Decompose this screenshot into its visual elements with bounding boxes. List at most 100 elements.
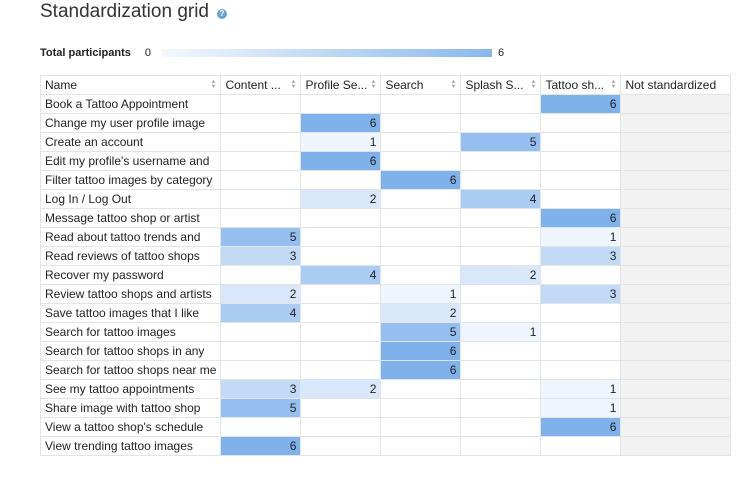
row-name-cell: Read reviews of tattoo shops (39, 246, 222, 266)
value-cell-profile-settings (300, 360, 382, 380)
table-row: Read about tattoo trends and 5 1 (39, 227, 732, 247)
value-cell-content (220, 189, 302, 209)
value-cell-not-standardized (620, 170, 732, 190)
value-cell-content (220, 170, 302, 190)
row-name-cell: Edit my profile's username and (39, 151, 222, 171)
value-cell-tattoo-shop (540, 132, 622, 152)
value-cell-profile-settings (300, 303, 382, 323)
table-row: Search for tattoo shops in any 6 (39, 341, 732, 361)
column-header-label: Not standardized (625, 78, 717, 92)
table-row: Read reviews of tattoo shops 3 3 (39, 246, 732, 266)
value-cell-not-standardized (620, 227, 732, 247)
header-row: Name ▲ ▼ Content ... ▲ ▼ Profile Se... ▲ ▼ Search… (39, 75, 732, 95)
value-cell-not-standardized (620, 398, 732, 418)
sort-icon[interactable]: ▲ ▼ (450, 79, 457, 90)
value-cell-content: 5 (220, 398, 302, 418)
value-cell-not-standardized (620, 132, 732, 152)
row-name-cell: Read about tattoo trends and (39, 227, 222, 247)
value-cell-splash-screen (460, 436, 542, 456)
value-cell-content (220, 360, 302, 380)
value-cell-not-standardized (620, 151, 732, 171)
row-name-cell: Save tattoo images that I like (39, 303, 222, 323)
sort-icon[interactable]: ▲ ▼ (530, 79, 537, 90)
value-cell-splash-screen (460, 341, 542, 361)
value-cell-content: 3 (220, 246, 302, 266)
value-cell-search (380, 151, 462, 171)
value-cell-search: 2 (380, 303, 462, 323)
value-cell-profile-settings: 2 (300, 189, 382, 209)
table-row: Change my user profile image 6 (39, 113, 732, 133)
legend-gradient-bar (162, 49, 492, 57)
row-name-cell: Search for tattoo shops in any (39, 341, 222, 361)
column-header-tattoo-shop[interactable]: Tattoo sh... ▲ ▼ (540, 75, 622, 95)
table-row: Save tattoo images that I like 4 2 (39, 303, 732, 323)
value-cell-splash-screen (460, 360, 542, 380)
row-name-cell: Recover my password (39, 265, 222, 285)
value-cell-not-standardized (620, 436, 732, 456)
sort-icon[interactable]: ▲ ▼ (210, 79, 217, 90)
row-name-cell: Review tattoo shops and artists (39, 284, 222, 304)
value-cell-splash-screen (460, 379, 542, 399)
column-header-not-standardized[interactable]: Not standardized (620, 75, 732, 95)
value-cell-search: 5 (380, 322, 462, 342)
column-header-name[interactable]: Name ▲ ▼ (39, 75, 222, 95)
table-row: Search for tattoo shops near me 6 (39, 360, 732, 380)
column-header-label: Content ... (225, 78, 281, 92)
value-cell-not-standardized (620, 303, 732, 323)
value-cell-profile-settings: 6 (300, 113, 382, 133)
column-header-profile-settings[interactable]: Profile Se... ▲ ▼ (300, 75, 382, 95)
value-cell-splash-screen (460, 94, 542, 114)
value-cell-search: 1 (380, 284, 462, 304)
value-cell-content (220, 113, 302, 133)
help-icon[interactable]: ? (217, 9, 227, 19)
value-cell-content (220, 341, 302, 361)
value-cell-tattoo-shop: 1 (540, 227, 622, 247)
value-cell-tattoo-shop (540, 265, 622, 285)
value-cell-tattoo-shop: 6 (540, 417, 622, 437)
column-header-label: Search (385, 78, 424, 92)
column-header-content[interactable]: Content ... ▲ ▼ (220, 75, 302, 95)
column-header-search[interactable]: Search ▲ ▼ (380, 75, 462, 95)
value-cell-search (380, 113, 462, 133)
value-cell-search (380, 436, 462, 456)
value-cell-tattoo-shop (540, 341, 622, 361)
sort-icon[interactable]: ▲ ▼ (290, 79, 297, 90)
value-cell-splash-screen (460, 151, 542, 171)
value-cell-search: 6 (380, 360, 462, 380)
table-row: Search for tattoo images 5 1 (39, 322, 732, 342)
value-cell-profile-settings (300, 94, 382, 114)
value-cell-profile-settings: 2 (300, 379, 382, 399)
value-cell-search (380, 265, 462, 285)
table-row: Book a Tattoo Appointment 6 (39, 94, 732, 114)
value-cell-content (220, 132, 302, 152)
value-cell-profile-settings (300, 227, 382, 247)
value-cell-content: 2 (220, 284, 302, 304)
column-header-label: Splash S... (465, 78, 524, 92)
row-name-cell: See my tattoo appointments (39, 379, 222, 399)
sort-icon[interactable]: ▲ ▼ (610, 79, 617, 90)
value-cell-content (220, 417, 302, 437)
value-cell-tattoo-shop: 3 (540, 246, 622, 266)
sort-icon[interactable]: ▲ ▼ (370, 79, 377, 90)
table-row: Share image with tattoo shop 5 1 (39, 398, 732, 418)
value-cell-splash-screen: 5 (460, 132, 542, 152)
row-name-cell: View trending tattoo images (39, 436, 222, 456)
table-row: Log In / Log Out 2 4 (39, 189, 732, 209)
value-cell-splash-screen (460, 284, 542, 304)
value-cell-profile-settings: 4 (300, 265, 382, 285)
row-name-cell: Search for tattoo images (39, 322, 222, 342)
value-cell-not-standardized (620, 189, 732, 209)
value-cell-not-standardized (620, 341, 732, 361)
value-cell-search (380, 189, 462, 209)
column-header-splash-screen[interactable]: Splash S... ▲ ▼ (460, 75, 542, 95)
value-cell-splash-screen (460, 398, 542, 418)
value-cell-search (380, 132, 462, 152)
value-cell-splash-screen: 2 (460, 265, 542, 285)
table-row: See my tattoo appointments 3 2 1 (39, 379, 732, 399)
table-row: Review tattoo shops and artists 2 1 3 (39, 284, 732, 304)
value-cell-profile-settings (300, 417, 382, 437)
value-cell-not-standardized (620, 284, 732, 304)
value-cell-not-standardized (620, 322, 732, 342)
value-cell-splash-screen (460, 246, 542, 266)
value-cell-search (380, 417, 462, 437)
